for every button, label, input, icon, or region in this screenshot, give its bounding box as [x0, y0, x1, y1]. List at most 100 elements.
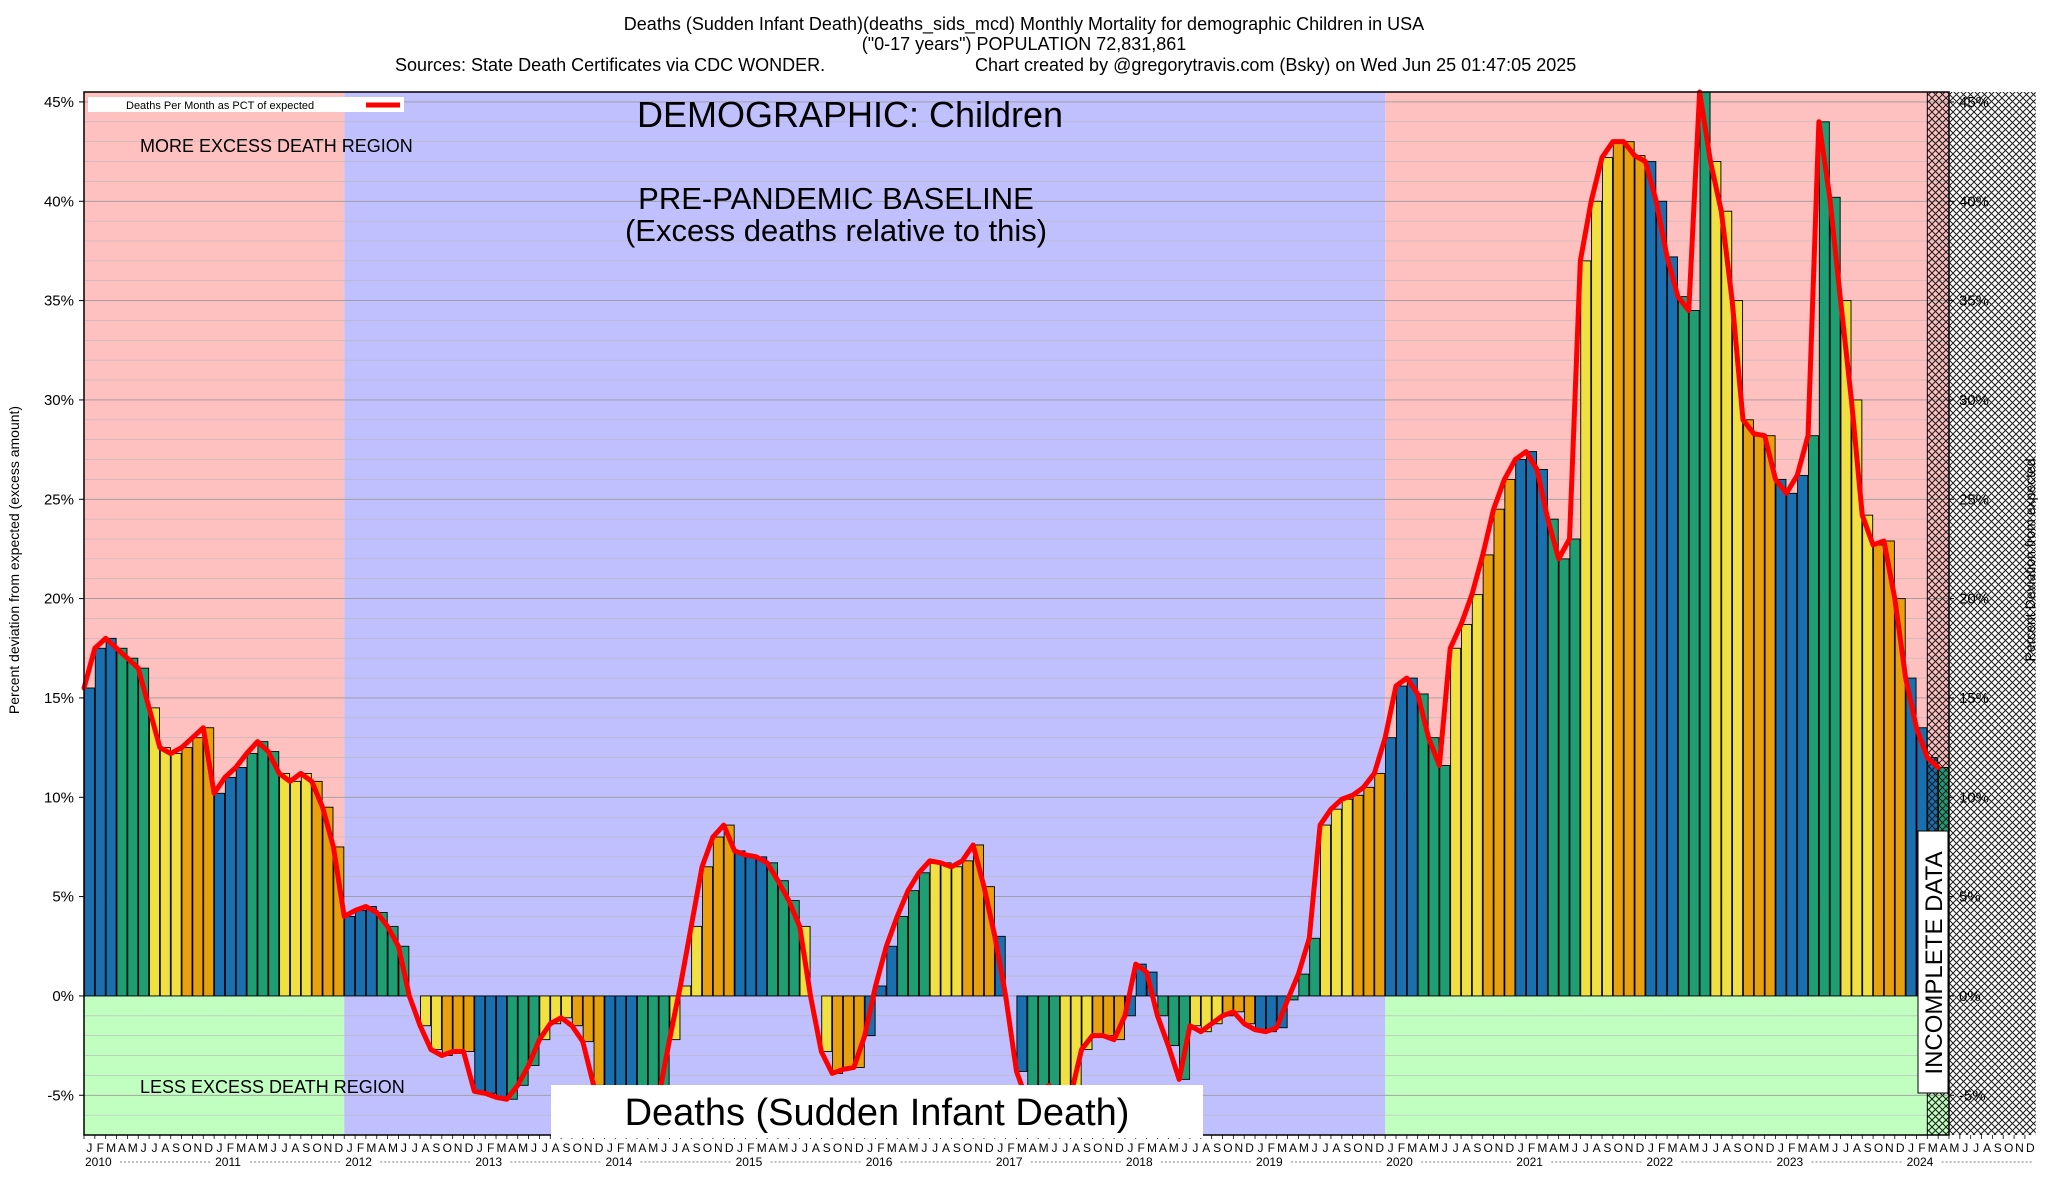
x-tick-month: J	[802, 1141, 808, 1155]
x-tick-month: S	[1734, 1141, 1742, 1155]
x-tick-month: O	[1093, 1141, 1102, 1155]
x-tick-month: J	[737, 1141, 743, 1155]
bar	[517, 995, 529, 1086]
x-tick-month: O	[443, 1141, 452, 1155]
x-tick-month: A	[812, 1141, 820, 1155]
x-tick-month: J	[1713, 1141, 1719, 1155]
x-tick-month: D	[1506, 1141, 1515, 1155]
more-excess-region-label: MORE EXCESS DEATH REGION	[140, 136, 413, 156]
bar	[1309, 937, 1321, 997]
y-axis-label-left: Percent deviation from expected (excess …	[6, 406, 22, 714]
bar	[1873, 544, 1884, 997]
bar	[127, 657, 139, 997]
x-tick-month: S	[1994, 1141, 2002, 1155]
x-tick-year: 2022	[1646, 1155, 1673, 1169]
less-excess-region-1	[84, 995, 345, 1135]
x-tick-month: S	[172, 1141, 180, 1155]
x-tick-month: M	[388, 1141, 398, 1155]
bottom-chart-title: Deaths (Sudden Infant Death)	[625, 1092, 1130, 1134]
x-tick-month: J	[141, 1141, 147, 1155]
x-tick-month: M	[366, 1141, 376, 1155]
x-tick-month: A	[422, 1141, 430, 1155]
bar	[1016, 995, 1028, 1072]
bar	[918, 872, 930, 997]
x-tick-month: D	[334, 1141, 343, 1155]
bar	[821, 995, 833, 1053]
bar	[1829, 196, 1841, 997]
bar	[842, 995, 854, 1070]
y-tick-label-right: 15%	[1959, 690, 1989, 707]
x-tick-month: J	[151, 1141, 157, 1155]
bar	[1244, 995, 1256, 1025]
x-tick-month: M	[1949, 1141, 1959, 1155]
x-tick-month: M	[1147, 1141, 1157, 1155]
x-tick-month: D	[595, 1141, 604, 1155]
x-tick-month: A	[1940, 1141, 1948, 1155]
x-tick-month: J	[477, 1141, 483, 1155]
bar	[430, 995, 442, 1051]
x-tick-month: O	[703, 1141, 712, 1155]
chart-title-line1: Deaths (Sudden Infant Death)(deaths_sids…	[624, 14, 1424, 35]
x-tick-month: N	[1234, 1141, 1243, 1155]
chart-title-line2: ("0-17 years") POPULATION 72,831,861	[862, 34, 1187, 54]
x-tick-month: O	[1614, 1141, 1623, 1155]
x-tick-month: A	[1419, 1141, 1427, 1155]
x-tick-month: M	[1169, 1141, 1179, 1155]
y-tick-label-right: 0%	[1959, 988, 1981, 1005]
x-tick-month: A	[769, 1141, 777, 1155]
bar	[1254, 995, 1266, 1031]
bar	[257, 741, 269, 997]
bar	[1851, 399, 1863, 997]
x-tick-month: J	[1648, 1141, 1654, 1155]
x-tick-month: A	[638, 1141, 646, 1155]
x-tick-month: S	[302, 1141, 310, 1155]
x-tick-month: J	[867, 1141, 873, 1155]
bar	[745, 854, 757, 997]
bar	[224, 776, 236, 997]
bar	[311, 780, 323, 997]
incomplete-data-label: INCOMPLETE DATA	[1921, 851, 1948, 1074]
bar	[192, 737, 204, 997]
x-tick-month: J	[932, 1141, 938, 1155]
bar	[1753, 433, 1765, 997]
x-tick-month: N	[974, 1141, 983, 1155]
x-tick-month: M	[1407, 1141, 1417, 1155]
bar	[1591, 200, 1603, 997]
bar	[1320, 824, 1331, 997]
bar	[1103, 995, 1115, 1037]
x-tick-month: N	[1885, 1141, 1894, 1155]
y-tick-label: 35%	[44, 293, 74, 310]
bar	[712, 836, 724, 997]
x-tick-month: J	[1442, 1141, 1448, 1155]
x-tick-month: D	[1766, 1141, 1775, 1155]
x-tick-month: S	[432, 1141, 440, 1155]
x-tick-month: J	[531, 1141, 537, 1155]
bar	[1764, 435, 1776, 997]
x-tick-month: A	[942, 1141, 950, 1155]
x-tick-month: A	[1983, 1141, 1991, 1155]
x-tick-month: S	[1083, 1141, 1091, 1155]
bar	[1374, 772, 1386, 997]
x-tick-month: O	[312, 1141, 321, 1155]
x-tick-month: A	[1159, 1141, 1167, 1155]
x-tick-month: J	[1257, 1141, 1263, 1155]
bar	[702, 866, 713, 997]
x-tick-month: A	[291, 1141, 299, 1155]
less-excess-region-label: LESS EXCESS DEATH REGION	[140, 1077, 405, 1097]
x-tick-month: J	[672, 1141, 678, 1155]
bar	[1450, 647, 1462, 997]
x-tick-month: D	[1115, 1141, 1124, 1155]
x-tick-month: J	[1323, 1141, 1329, 1155]
bar	[485, 995, 497, 1094]
x-tick-month: O	[573, 1141, 582, 1155]
x-tick-month: J	[1388, 1141, 1394, 1155]
bar	[376, 912, 388, 997]
less-excess-region-2	[1385, 995, 1949, 1135]
bar	[561, 995, 572, 1019]
x-tick-month: A	[508, 1141, 516, 1155]
x-tick-year: 2012	[345, 1155, 372, 1169]
x-tick-month: M	[757, 1141, 767, 1155]
x-tick-month: O	[1483, 1141, 1492, 1155]
bar	[1395, 685, 1407, 997]
x-tick-month: J	[661, 1141, 667, 1155]
